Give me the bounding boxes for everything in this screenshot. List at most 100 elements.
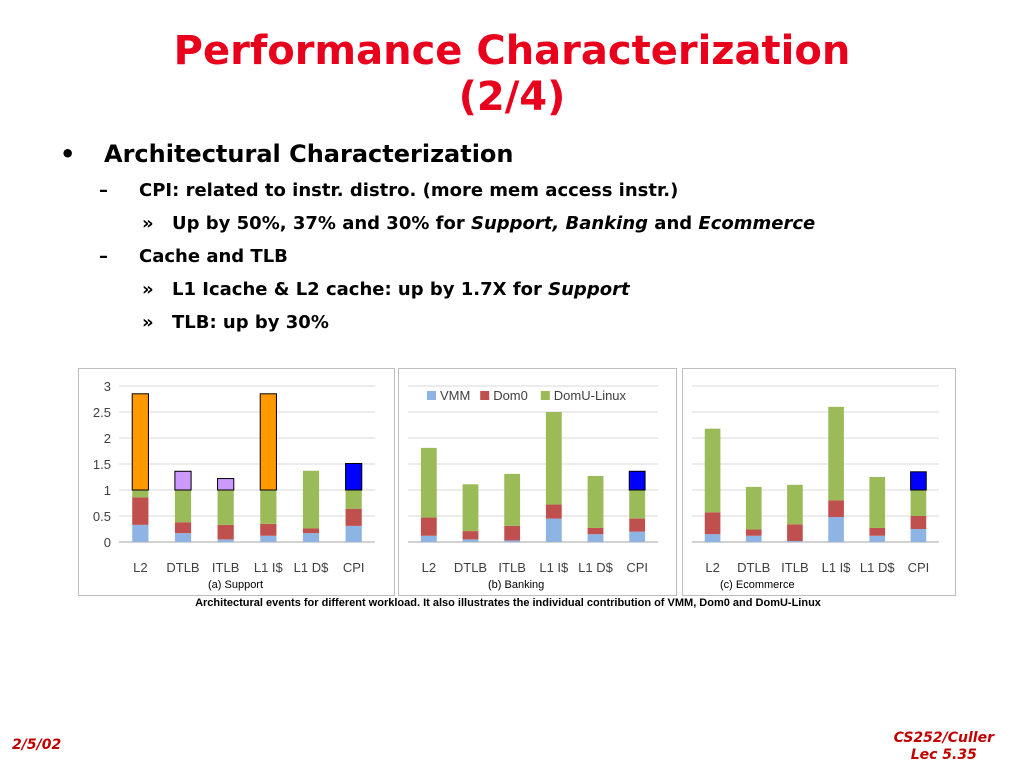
bar-segment <box>302 533 320 542</box>
x-tick-label: L2 <box>705 560 719 575</box>
bar-segment <box>545 504 562 519</box>
increase-bar <box>910 471 927 491</box>
footer-course-line1: CS252/Culler <box>893 730 994 746</box>
bullet-cpi: – CPI: related to instr. distro. (more m… <box>99 180 679 201</box>
legend-label: Dom0 <box>493 388 528 403</box>
bar-segment <box>217 490 234 525</box>
x-tick-label: DTLB <box>737 560 770 575</box>
bullet-text-b: Support <box>548 279 630 300</box>
bullet-text-a: Up by 50%, 37% and 30% for <box>172 213 471 234</box>
bar-segment <box>260 523 277 536</box>
x-tick-label: DTLB <box>166 560 199 575</box>
bar-segment <box>462 531 479 540</box>
x-tick-label: CPI <box>626 560 648 575</box>
increase-bar <box>217 478 235 491</box>
bar-segment <box>869 527 886 536</box>
chart-panel-ecommerce: L2 DTLB ITLB L1 I$ L1 D$ CPI <box>682 368 956 596</box>
bar-segment <box>504 525 521 541</box>
chart-banking: L2 DTLB ITLB L1 I$ L1 D$ CPI VMM Dom0 DomU-Linux <box>408 385 658 575</box>
bullet-text-a: L1 Icache & L2 cache: up by 1.7X for <box>172 279 549 300</box>
bullet-architectural-characterization: • Architectural Characterization <box>60 140 514 168</box>
bar-segment <box>910 490 927 516</box>
legend-swatch <box>540 391 550 400</box>
title-line-2: (2/4) <box>458 74 566 120</box>
bar-segment <box>132 490 149 498</box>
increase-bar <box>628 470 646 491</box>
x-tick-label: CPI <box>908 560 930 575</box>
increase-bar <box>174 470 192 491</box>
chart-support: 0 0.5 1 1.5 2 2.5 3 L2 DTLB ITLB L1 I$ L1 D$ CPI <box>93 379 375 575</box>
bar-segment <box>302 528 320 534</box>
y-tick-label: 1 <box>104 483 111 498</box>
bar-segment <box>260 490 277 524</box>
bar-segment <box>787 540 803 542</box>
subtitle-ecommerce: (c) Ecommerce <box>720 579 795 591</box>
x-tick-label: DTLB <box>454 560 487 575</box>
bar-segment <box>910 516 927 529</box>
bar-segment <box>132 497 149 525</box>
x-tick-label: L2 <box>133 560 147 575</box>
bar-segment <box>745 529 762 536</box>
footer-course-line2: Lec 5.35 <box>910 747 977 763</box>
bullet-text: Cache and TLB <box>139 246 288 267</box>
bar-segment <box>587 475 604 528</box>
bar-segment <box>217 539 234 542</box>
guillemet-marker: » <box>142 312 154 333</box>
title-line-1: Performance Characterization <box>173 28 851 74</box>
y-tick-label: 0.5 <box>93 509 111 524</box>
bar-segment <box>545 412 562 505</box>
bar-segment <box>302 470 320 529</box>
bar-segment <box>869 477 886 528</box>
x-tick-label: L1 I$ <box>254 560 284 575</box>
bar-segment <box>704 534 721 542</box>
x-tick-label: L1 I$ <box>822 560 852 575</box>
bullet-tlb: » TLB: up by 30% <box>142 312 329 333</box>
bar-segment <box>462 484 479 532</box>
bar-segment <box>629 518 646 532</box>
bar-segment <box>345 525 362 542</box>
bar-segment <box>504 473 521 526</box>
bullet-l1-icache: » L1 Icache & L2 cache: up by 1.7X for S… <box>142 279 630 300</box>
y-tick-label: 2.5 <box>93 405 111 420</box>
x-tick-label: ITLB <box>498 560 525 575</box>
bar-segment <box>869 535 886 542</box>
bar-segment <box>587 527 604 535</box>
bullet-text-c: and <box>648 213 699 234</box>
bullet-text: CPI: related to instr. distro. (more mem… <box>139 180 679 201</box>
x-tick-label: CPI <box>343 560 365 575</box>
increase-bar <box>259 393 277 491</box>
dash-marker: – <box>99 180 108 201</box>
bar-segment <box>345 490 362 509</box>
y-tick-label: 2 <box>104 431 111 446</box>
bullet-text-d: Ecommerce <box>698 213 816 234</box>
legend-label: VMM <box>440 388 470 403</box>
bar-segment <box>420 535 437 542</box>
chart-panel-support: 0 0.5 1 1.5 2 2.5 3 L2 DTLB ITLB L1 I$ L1 D$ CPI <box>78 368 395 596</box>
bar-segment <box>787 524 803 541</box>
bar-segment <box>545 518 562 542</box>
bullet-text: Architectural Characterization <box>104 140 514 168</box>
bar-segment <box>132 524 149 542</box>
increase-bar <box>345 462 363 491</box>
legend-label: DomU-Linux <box>554 388 627 403</box>
bar-segment <box>587 534 604 542</box>
x-tick-label: ITLB <box>781 560 808 575</box>
x-tick-label: L1 I$ <box>539 560 569 575</box>
bullet-cpi-detail: » Up by 50%, 37% and 30% for Support, Ba… <box>142 213 816 234</box>
y-tick-label: 1.5 <box>93 457 111 472</box>
y-tick-label: 3 <box>104 379 111 394</box>
figure-caption: Architectural events for different workl… <box>195 597 821 609</box>
bar-segment <box>217 524 234 540</box>
x-tick-label: L1 D$ <box>294 560 329 575</box>
bar-segment <box>174 533 192 542</box>
x-tick-label: L1 D$ <box>578 560 613 575</box>
bullet-marker: • <box>60 140 76 168</box>
bar-segment <box>462 539 479 542</box>
bar-segment <box>745 535 762 542</box>
bar-segment <box>629 490 646 519</box>
bullet-text: TLB: up by 30% <box>172 312 329 333</box>
bar-segment <box>704 428 721 513</box>
increase-bar <box>131 393 149 491</box>
chart-panel-banking: L2 DTLB ITLB L1 I$ L1 D$ CPI VMM Dom0 DomU-Linux <box>398 368 677 596</box>
bar-segment <box>787 484 803 525</box>
